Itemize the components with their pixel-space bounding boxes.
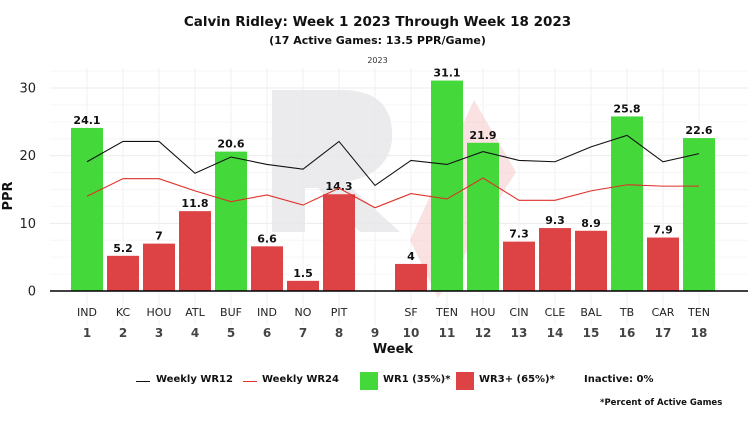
week-tick-label: 13 — [511, 326, 528, 340]
chart-title: Calvin Ridley: Week 1 2023 Through Week … — [183, 14, 572, 30]
footnote: *Percent of Active Games — [600, 398, 723, 408]
bar-value-label: 1.5 — [293, 267, 313, 280]
opponent-label: HOU — [147, 306, 172, 319]
bar-value-label: 6.6 — [257, 232, 277, 245]
opponent-label: SF — [404, 306, 417, 319]
week-tick-label: 5 — [227, 326, 235, 340]
bar-value-label: 4 — [407, 250, 415, 263]
bar-value-label: 8.9 — [581, 217, 601, 230]
week-tick-label: 10 — [403, 326, 420, 340]
legend-wr12-line — [136, 381, 150, 383]
bar-value-label: 7 — [155, 230, 163, 243]
week-tick-label: 3 — [155, 326, 163, 340]
opponent-label: IND — [77, 306, 97, 319]
week-tick-label: 14 — [547, 326, 564, 340]
legend-wr3-label: WR3+ (65%)* — [479, 374, 555, 385]
y-tick-label: 20 — [19, 149, 36, 164]
bar-week-16 — [611, 116, 643, 291]
legend-wr1-swatch — [360, 372, 378, 390]
y-axis-label: PPR — [1, 181, 16, 210]
opponent-label: PIT — [331, 306, 348, 319]
bar-week-15 — [575, 230, 607, 291]
bar-week-10 — [395, 263, 427, 291]
legend-wr24-label: Weekly WR24 — [262, 374, 339, 385]
week-tick-label: 1 — [83, 326, 91, 340]
bar-week-5 — [215, 151, 247, 291]
week-tick-label: 12 — [475, 326, 492, 340]
legend-wr1-label: WR1 (35%)* — [383, 374, 451, 385]
bar-value-label: 14.3 — [325, 180, 352, 193]
opponent-label: CAR — [652, 306, 675, 319]
bar-week-3 — [143, 243, 175, 291]
opponent-label: BUF — [220, 306, 242, 319]
week-tick-label: 2 — [119, 326, 127, 340]
legend-wr24-line — [243, 381, 257, 383]
bar-value-label: 11.8 — [181, 197, 208, 210]
bar-value-label: 25.8 — [613, 102, 640, 115]
week-tick-label: 4 — [191, 326, 199, 340]
bar-week-4 — [179, 211, 211, 291]
wr24-line — [86, 177, 699, 209]
season-label: 2023 — [367, 56, 388, 65]
bar-week-18 — [683, 138, 715, 291]
chart-subtitle: (17 Active Games: 13.5 PPR/Game) — [269, 34, 486, 47]
y-tick-label: 10 — [19, 217, 36, 232]
bar-week-13 — [503, 241, 535, 291]
bar-value-label: 9.3 — [545, 214, 565, 227]
week-tick-label: 8 — [335, 326, 343, 340]
opponent-label: CIN — [509, 306, 528, 319]
bar-week-11 — [431, 80, 463, 291]
legend-inactive-label: Inactive: 0% — [584, 374, 654, 385]
week-tick-label: 18 — [691, 326, 708, 340]
week-tick-label: 17 — [655, 326, 672, 340]
bar-value-label: 24.1 — [73, 114, 100, 127]
bar-value-label: 5.2 — [113, 242, 133, 255]
week-tick-label: 9 — [371, 326, 379, 340]
bar-value-label: 22.6 — [685, 124, 712, 137]
opponent-label: HOU — [471, 306, 496, 319]
bar-value-label: 21.9 — [469, 129, 496, 142]
bar-value-label: 20.6 — [217, 138, 244, 151]
y-tick-label: 30 — [19, 82, 36, 97]
bar-value-label: 7.3 — [509, 228, 529, 241]
bar-week-1 — [71, 127, 103, 291]
bar-week-17 — [647, 237, 679, 291]
bar-week-8 — [323, 194, 355, 291]
legend-wr3-swatch — [456, 372, 474, 390]
week-tick-label: 11 — [439, 326, 456, 340]
opponent-label: BAL — [580, 306, 602, 319]
opponent-label: TEN — [435, 306, 458, 319]
opponent-label: CLE — [545, 306, 566, 319]
bar-week-6 — [251, 246, 283, 291]
watermark-logo — [272, 90, 400, 232]
bar-week-7 — [287, 280, 319, 291]
bar-value-label: 7.9 — [653, 224, 673, 237]
week-tick-label: 6 — [263, 326, 271, 340]
x-axis-label: Week — [373, 342, 414, 357]
opponent-label: ATL — [185, 306, 205, 319]
opponent-label: NO — [295, 306, 312, 319]
legend-wr12-label: Weekly WR12 — [156, 374, 233, 385]
week-tick-label: 16 — [619, 326, 636, 340]
wr12-line — [86, 134, 700, 187]
bar-week-2 — [107, 255, 139, 291]
bar-week-12 — [467, 142, 499, 291]
bar-week-14 — [539, 228, 571, 291]
y-tick-label: 0 — [28, 285, 36, 300]
opponent-label: IND — [257, 306, 277, 319]
opponent-label: TB — [619, 306, 634, 319]
opponent-label: TEN — [687, 306, 710, 319]
week-tick-label: 7 — [299, 326, 307, 340]
bar-value-label: 31.1 — [433, 67, 460, 80]
opponent-label: KC — [116, 306, 131, 319]
week-tick-label: 15 — [583, 326, 600, 340]
